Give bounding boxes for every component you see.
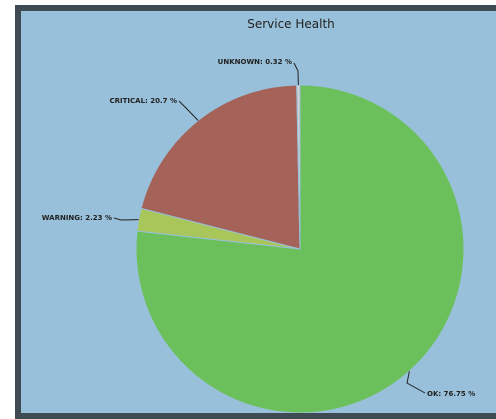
slice-label-unknown: UNKNOWN: 0.32 % (218, 58, 292, 66)
leader-line-ok (406, 371, 426, 394)
pie-slices (135, 84, 465, 413)
pie-slice-ok (135, 84, 465, 413)
pie-chart: Service Health OK: 76.75 % WARNING: 2.23 … (42, 17, 475, 413)
leader-line-warning (113, 217, 139, 221)
chart-panel: Service Health OK: 76.75 % WARNING: 2.23 … (21, 11, 496, 413)
chart-frame: Service Health OK: 76.75 % WARNING: 2.23 … (15, 5, 496, 419)
slice-label-ok: OK: 76.75 % (427, 390, 475, 398)
leader-line-unknown (293, 62, 299, 86)
slice-label-warning: WARNING: 2.23 % (42, 214, 112, 222)
chart-title: Service Health (247, 17, 335, 31)
slice-label-critical: CRITICAL: 20.7 % (110, 97, 177, 105)
leader-line-critical (178, 100, 199, 121)
slice-labels: OK: 76.75 % WARNING: 2.23 % CRITICAL: 20.7… (42, 58, 475, 398)
